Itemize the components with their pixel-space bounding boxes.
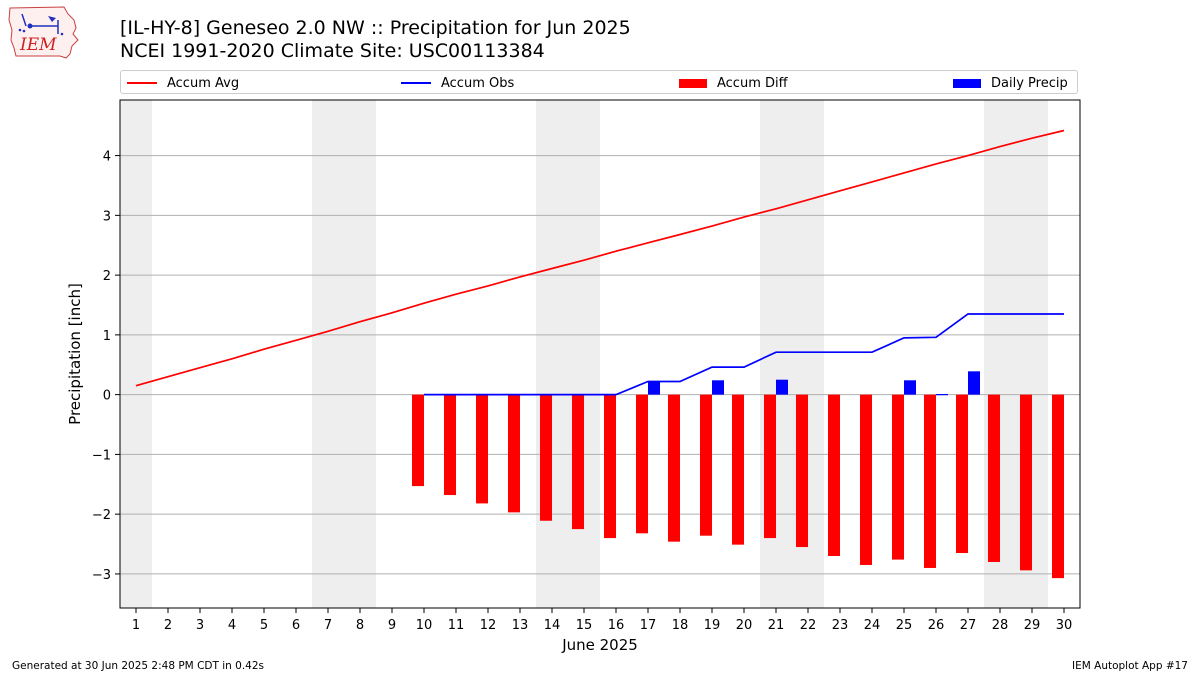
legend-label-accum-avg: Accum Avg xyxy=(167,75,240,91)
y-tick-label: −1 xyxy=(92,448,111,463)
weekend-band xyxy=(312,100,344,608)
x-tick-label: 11 xyxy=(448,618,465,633)
legend-label-accum-obs: Accum Obs xyxy=(441,75,515,91)
bar-accum-diff xyxy=(540,394,552,521)
legend-item-accum-obs: Accum Obs xyxy=(401,74,514,92)
footer-app-id: IEM Autoplot App #17 xyxy=(1072,660,1188,672)
y-tick-label: 0 xyxy=(103,389,111,404)
bar-daily-precip xyxy=(904,380,916,395)
bar-accum-diff xyxy=(732,394,744,545)
x-tick-label: 2 xyxy=(164,618,172,633)
weekend-band xyxy=(536,100,568,608)
bar-accum-diff xyxy=(668,394,680,542)
weekend-band xyxy=(568,100,600,608)
x-tick-label: 28 xyxy=(992,618,1009,633)
x-tick-label: 14 xyxy=(544,618,561,633)
chart-title: [IL-HY-8] Geneseo 2.0 NW :: Precipitatio… xyxy=(120,17,631,39)
weekend-band xyxy=(344,100,376,608)
bar-daily-precip xyxy=(712,380,724,395)
legend-item-accum-diff: Accum Diff xyxy=(679,74,788,92)
x-tick-label: 25 xyxy=(896,618,913,633)
bar-accum-diff xyxy=(764,394,776,539)
weekend-band xyxy=(120,100,152,608)
x-tick-label: 1 xyxy=(132,618,140,633)
bar-daily-precip xyxy=(968,371,980,395)
bar-accum-diff xyxy=(860,394,872,565)
y-axis-label: Precipitation [inch] xyxy=(66,283,84,425)
bar-accum-diff xyxy=(892,394,904,560)
x-tick-label: 16 xyxy=(608,618,625,633)
x-tick-label: 20 xyxy=(736,618,753,633)
y-tick-label: 1 xyxy=(103,329,111,344)
legend-swatch-accum-diff xyxy=(679,78,707,88)
x-tick-label: 21 xyxy=(768,618,785,633)
bar-accum-diff xyxy=(1052,394,1064,579)
plot-frame xyxy=(119,99,1081,609)
x-tick-label: 18 xyxy=(672,618,689,633)
legend-swatch-accum-avg xyxy=(127,82,157,84)
x-tick-label: 12 xyxy=(480,618,497,633)
y-tick-label: 4 xyxy=(103,150,111,165)
x-tick-label: 26 xyxy=(928,618,945,633)
legend-label-accum-diff: Accum Diff xyxy=(717,75,788,91)
y-tick-label: 2 xyxy=(103,269,111,284)
bar-accum-diff xyxy=(988,394,1000,562)
y-tick-label: −2 xyxy=(92,508,111,523)
bar-accum-diff xyxy=(924,394,936,568)
bar-accum-diff xyxy=(476,394,488,504)
y-tick-label: 3 xyxy=(103,209,111,224)
footer-generated: Generated at 30 Jun 2025 2:48 PM CDT in … xyxy=(12,660,265,672)
bar-accum-diff xyxy=(1020,394,1032,571)
legend-label-daily-precip: Daily Precip xyxy=(991,75,1068,91)
legend-item-accum-avg: Accum Avg xyxy=(127,74,239,92)
bar-daily-precip xyxy=(648,381,660,395)
x-tick-label: 4 xyxy=(228,618,236,633)
bar-accum-diff xyxy=(956,394,968,554)
bar-accum-diff xyxy=(572,394,584,530)
x-tick-label: 24 xyxy=(864,618,881,633)
legend-swatch-accum-obs xyxy=(401,82,431,84)
legend-swatch-daily-precip xyxy=(953,78,981,88)
chart-subtitle: NCEI 1991-2020 Climate Site: USC00113384 xyxy=(120,40,545,62)
legend: Accum Avg Accum Obs Accum Diff Daily Pre… xyxy=(120,70,1078,94)
y-tick-label: −3 xyxy=(92,568,111,583)
x-tick-label: 29 xyxy=(1024,618,1041,633)
bar-accum-diff xyxy=(444,394,456,496)
x-tick-label: 7 xyxy=(324,618,332,633)
x-tick-label: 19 xyxy=(704,618,721,633)
bar-accum-diff xyxy=(796,394,808,548)
bar-daily-precip xyxy=(936,394,948,396)
x-tick-label: 15 xyxy=(576,618,593,633)
x-tick-label: 10 xyxy=(416,618,433,633)
bar-accum-diff xyxy=(700,394,712,536)
bar-accum-diff xyxy=(508,394,520,513)
bar-accum-diff xyxy=(412,394,424,487)
x-tick-label: 8 xyxy=(356,618,364,633)
x-tick-label: 23 xyxy=(832,618,849,633)
bar-accum-diff xyxy=(604,394,616,539)
line-accum-obs xyxy=(424,313,1064,396)
legend-item-daily-precip: Daily Precip xyxy=(953,74,1068,92)
x-tick-label: 6 xyxy=(292,618,300,633)
x-tick-label: 17 xyxy=(640,618,657,633)
x-tick-label: 22 xyxy=(800,618,817,633)
x-tick-label: 30 xyxy=(1056,618,1073,633)
x-tick-label: 9 xyxy=(388,618,396,633)
logo-text: IEM xyxy=(19,35,57,55)
bar-accum-diff xyxy=(636,394,648,534)
iem-logo: IEM xyxy=(6,4,82,60)
x-tick-label: 27 xyxy=(960,618,977,633)
x-tick-label: 5 xyxy=(260,618,268,633)
bar-accum-diff xyxy=(828,394,840,557)
line-accum-avg xyxy=(135,129,1065,387)
x-axis-label: June 2025 xyxy=(561,636,638,654)
x-tick-label: 3 xyxy=(196,618,204,633)
bar-daily-precip xyxy=(776,379,788,395)
x-tick-label: 13 xyxy=(512,618,529,633)
